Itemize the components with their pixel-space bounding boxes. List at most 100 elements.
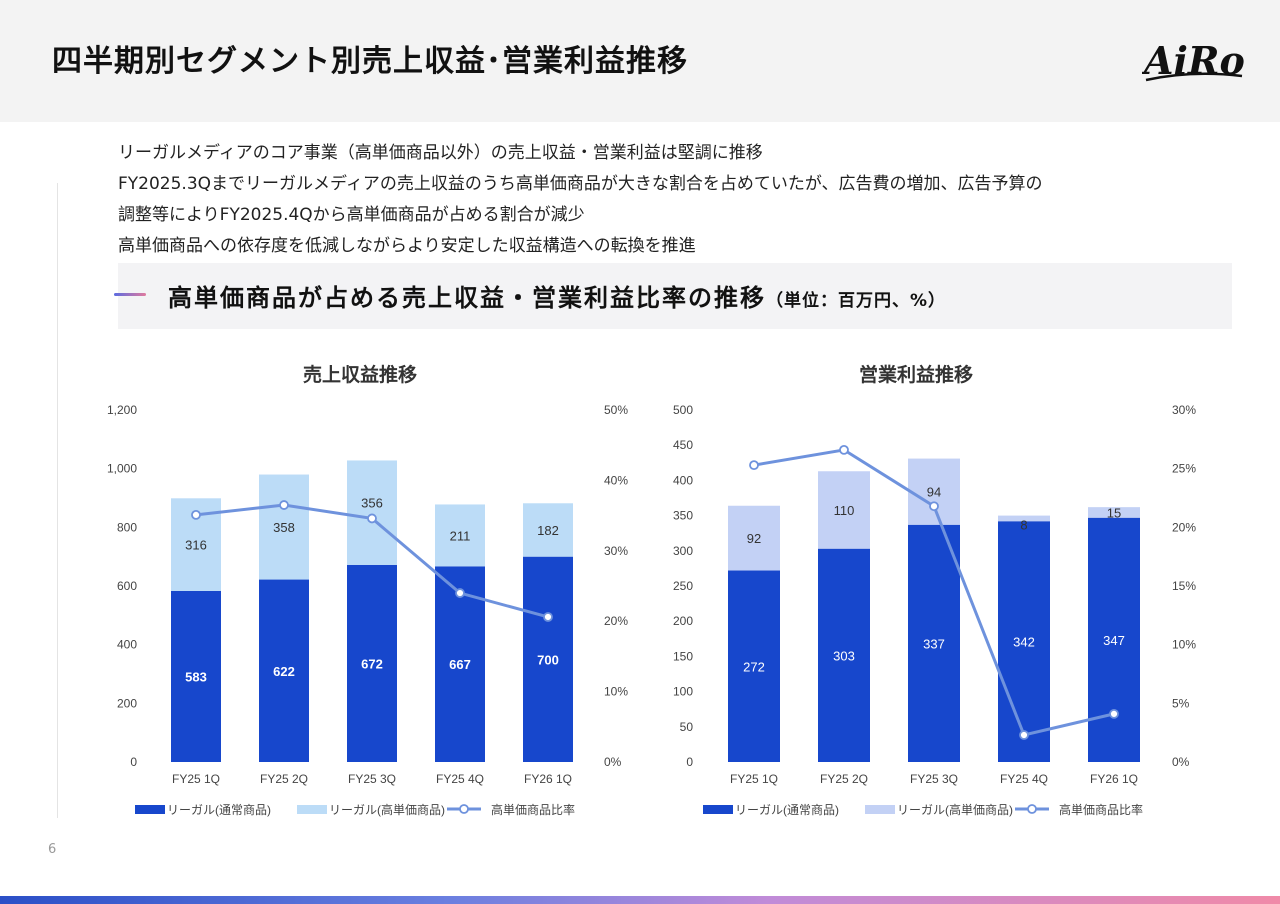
legend-swatch-high-price [297,805,327,814]
bar-regular [523,556,573,762]
y-axis-tick-label: 1,000 [107,462,137,476]
x-axis-tick-label: FY25 1Q [172,772,220,786]
y-axis-tick-label: 300 [673,544,693,558]
data-label-regular: 622 [273,664,295,679]
section-unit: （単位：百万円、%） [766,291,947,311]
bar-regular [171,590,221,762]
data-label-high-price: 92 [747,531,761,546]
data-label-high-price: 316 [185,538,207,553]
legend-label-regular: リーガル(通常商品) [167,802,271,817]
section-title-text: 高単価商品が占める売上収益・営業利益比率の推移 [168,284,766,312]
bar-regular [347,564,397,762]
bar-regular [1088,517,1140,762]
data-label-high-price: 110 [834,503,855,518]
y2-axis-tick-label: 30% [1172,403,1196,417]
data-label-regular: 667 [449,657,471,672]
y2-axis-tick-label: 40% [604,473,628,487]
left-divider [57,183,58,818]
x-axis-tick-label: FY25 3Q [910,772,958,786]
y-axis-tick-label: 100 [673,685,693,699]
data-label-regular: 347 [1103,633,1125,648]
ratio-point [279,500,289,510]
y2-axis-tick-label: 10% [604,685,628,699]
section-banner [118,263,1232,329]
legend-swatch-high-price [865,805,895,814]
summary-line: 高単価商品への依存度を低減しながらより安定した収益構造への転換を推進 [118,236,696,256]
ratio-point [839,444,849,455]
data-label-regular: 303 [833,648,855,663]
data-label-regular: 700 [537,652,559,667]
ratio-point [367,513,377,524]
x-axis-tick-label: FY25 3Q [348,772,396,786]
data-label-high-price: 8 [1020,517,1027,532]
legend-swatch-ratio-point [1027,804,1037,814]
y-axis-tick-label: 450 [673,438,693,452]
bar-high-price [998,515,1050,522]
bar-high-price [908,458,960,525]
x-axis-tick-label: FY25 2Q [260,772,308,786]
bar-high-price [435,504,485,567]
bottom-gradient-bar [0,896,1280,904]
y-axis-tick-label: 400 [117,638,137,652]
ratio-point [929,501,939,512]
data-label-high-price: 356 [361,496,383,511]
company-logo: AiRo [1142,38,1245,83]
legend-swatch-ratio-point [459,804,469,814]
ratio-point [455,588,465,598]
page-title: 四半期別セグメント別売上収益･営業利益推移 [52,44,688,79]
legend-swatch-regular [703,805,733,814]
ratio-point [1019,730,1029,740]
y2-axis-tick-label: 20% [604,614,628,628]
legend-label-ratio: 高単価商品比率 [491,802,575,817]
data-label-high-price: 182 [537,523,559,538]
y2-axis-tick-label: 25% [1172,462,1196,476]
header-band [0,0,1280,122]
x-axis-tick-label: FY25 1Q [730,772,778,786]
summary-line: FY2025.3Qまでリーガルメディアの売上収益のうち高単価商品が大きな割合を占… [118,174,1043,194]
bar-high-price [818,471,870,549]
data-label-regular: 272 [743,659,765,674]
legend-swatch-regular [135,805,165,814]
y-axis-tick-label: 50 [680,720,694,734]
legend-label-ratio: 高単価商品比率 [1059,802,1143,817]
page-number: 6 [48,842,57,857]
data-label-high-price: 211 [450,528,471,543]
y2-axis-tick-label: 10% [1172,638,1196,652]
profit-chart-title: 営業利益推移 [859,364,974,386]
data-label-regular: 672 [361,656,383,671]
ratio-point [1109,708,1119,719]
legend-label-high-price: リーガル(高単価商品) [329,802,445,817]
y2-axis-tick-label: 0% [604,755,622,769]
legend-label-high-price: リーガル(高単価商品) [897,802,1013,817]
bar-high-price [347,460,397,565]
bar-regular [908,524,960,762]
data-label-regular: 337 [923,636,945,651]
x-axis-tick-label: FY26 1Q [524,772,572,786]
y2-axis-tick-label: 15% [1172,579,1196,593]
ratio-point [749,460,759,471]
x-axis-tick-label: FY25 2Q [820,772,868,786]
bar-high-price [728,505,780,571]
y-axis-tick-label: 0 [686,755,693,769]
x-axis-tick-label: FY26 1Q [1090,772,1138,786]
data-label-regular: 583 [185,669,207,684]
data-label-regular: 342 [1013,635,1035,650]
y2-axis-tick-label: 5% [1172,696,1190,710]
section-title: 高単価商品が占める売上収益・営業利益比率の推移（単位：百万円、%） [168,278,946,313]
data-label-high-price: 94 [927,485,941,500]
ratio-point [191,509,201,520]
y-axis-tick-label: 600 [117,579,137,593]
y-axis-tick-label: 350 [673,509,693,523]
profit-chart: 0 50 100 150 200 250 300 350 400 450 500 0% 5% 10% 15%… [673,403,1196,817]
y-axis-tick-label: 0 [130,755,137,769]
data-label-high-price: 358 [273,520,295,535]
data-label-high-price: 15 [1107,505,1121,520]
y-axis-tick-label: 500 [673,403,693,417]
y2-axis-tick-label: 20% [1172,520,1196,534]
y-axis-tick-label: 400 [673,473,693,487]
bar-regular [728,570,780,762]
bar-high-price [523,503,573,557]
y-axis-tick-label: 800 [117,520,137,534]
y-axis-tick-label: 200 [673,614,693,628]
summary-line: 調整等によりFY2025.4Qから高単価商品が占める割合が減少 [118,205,585,225]
